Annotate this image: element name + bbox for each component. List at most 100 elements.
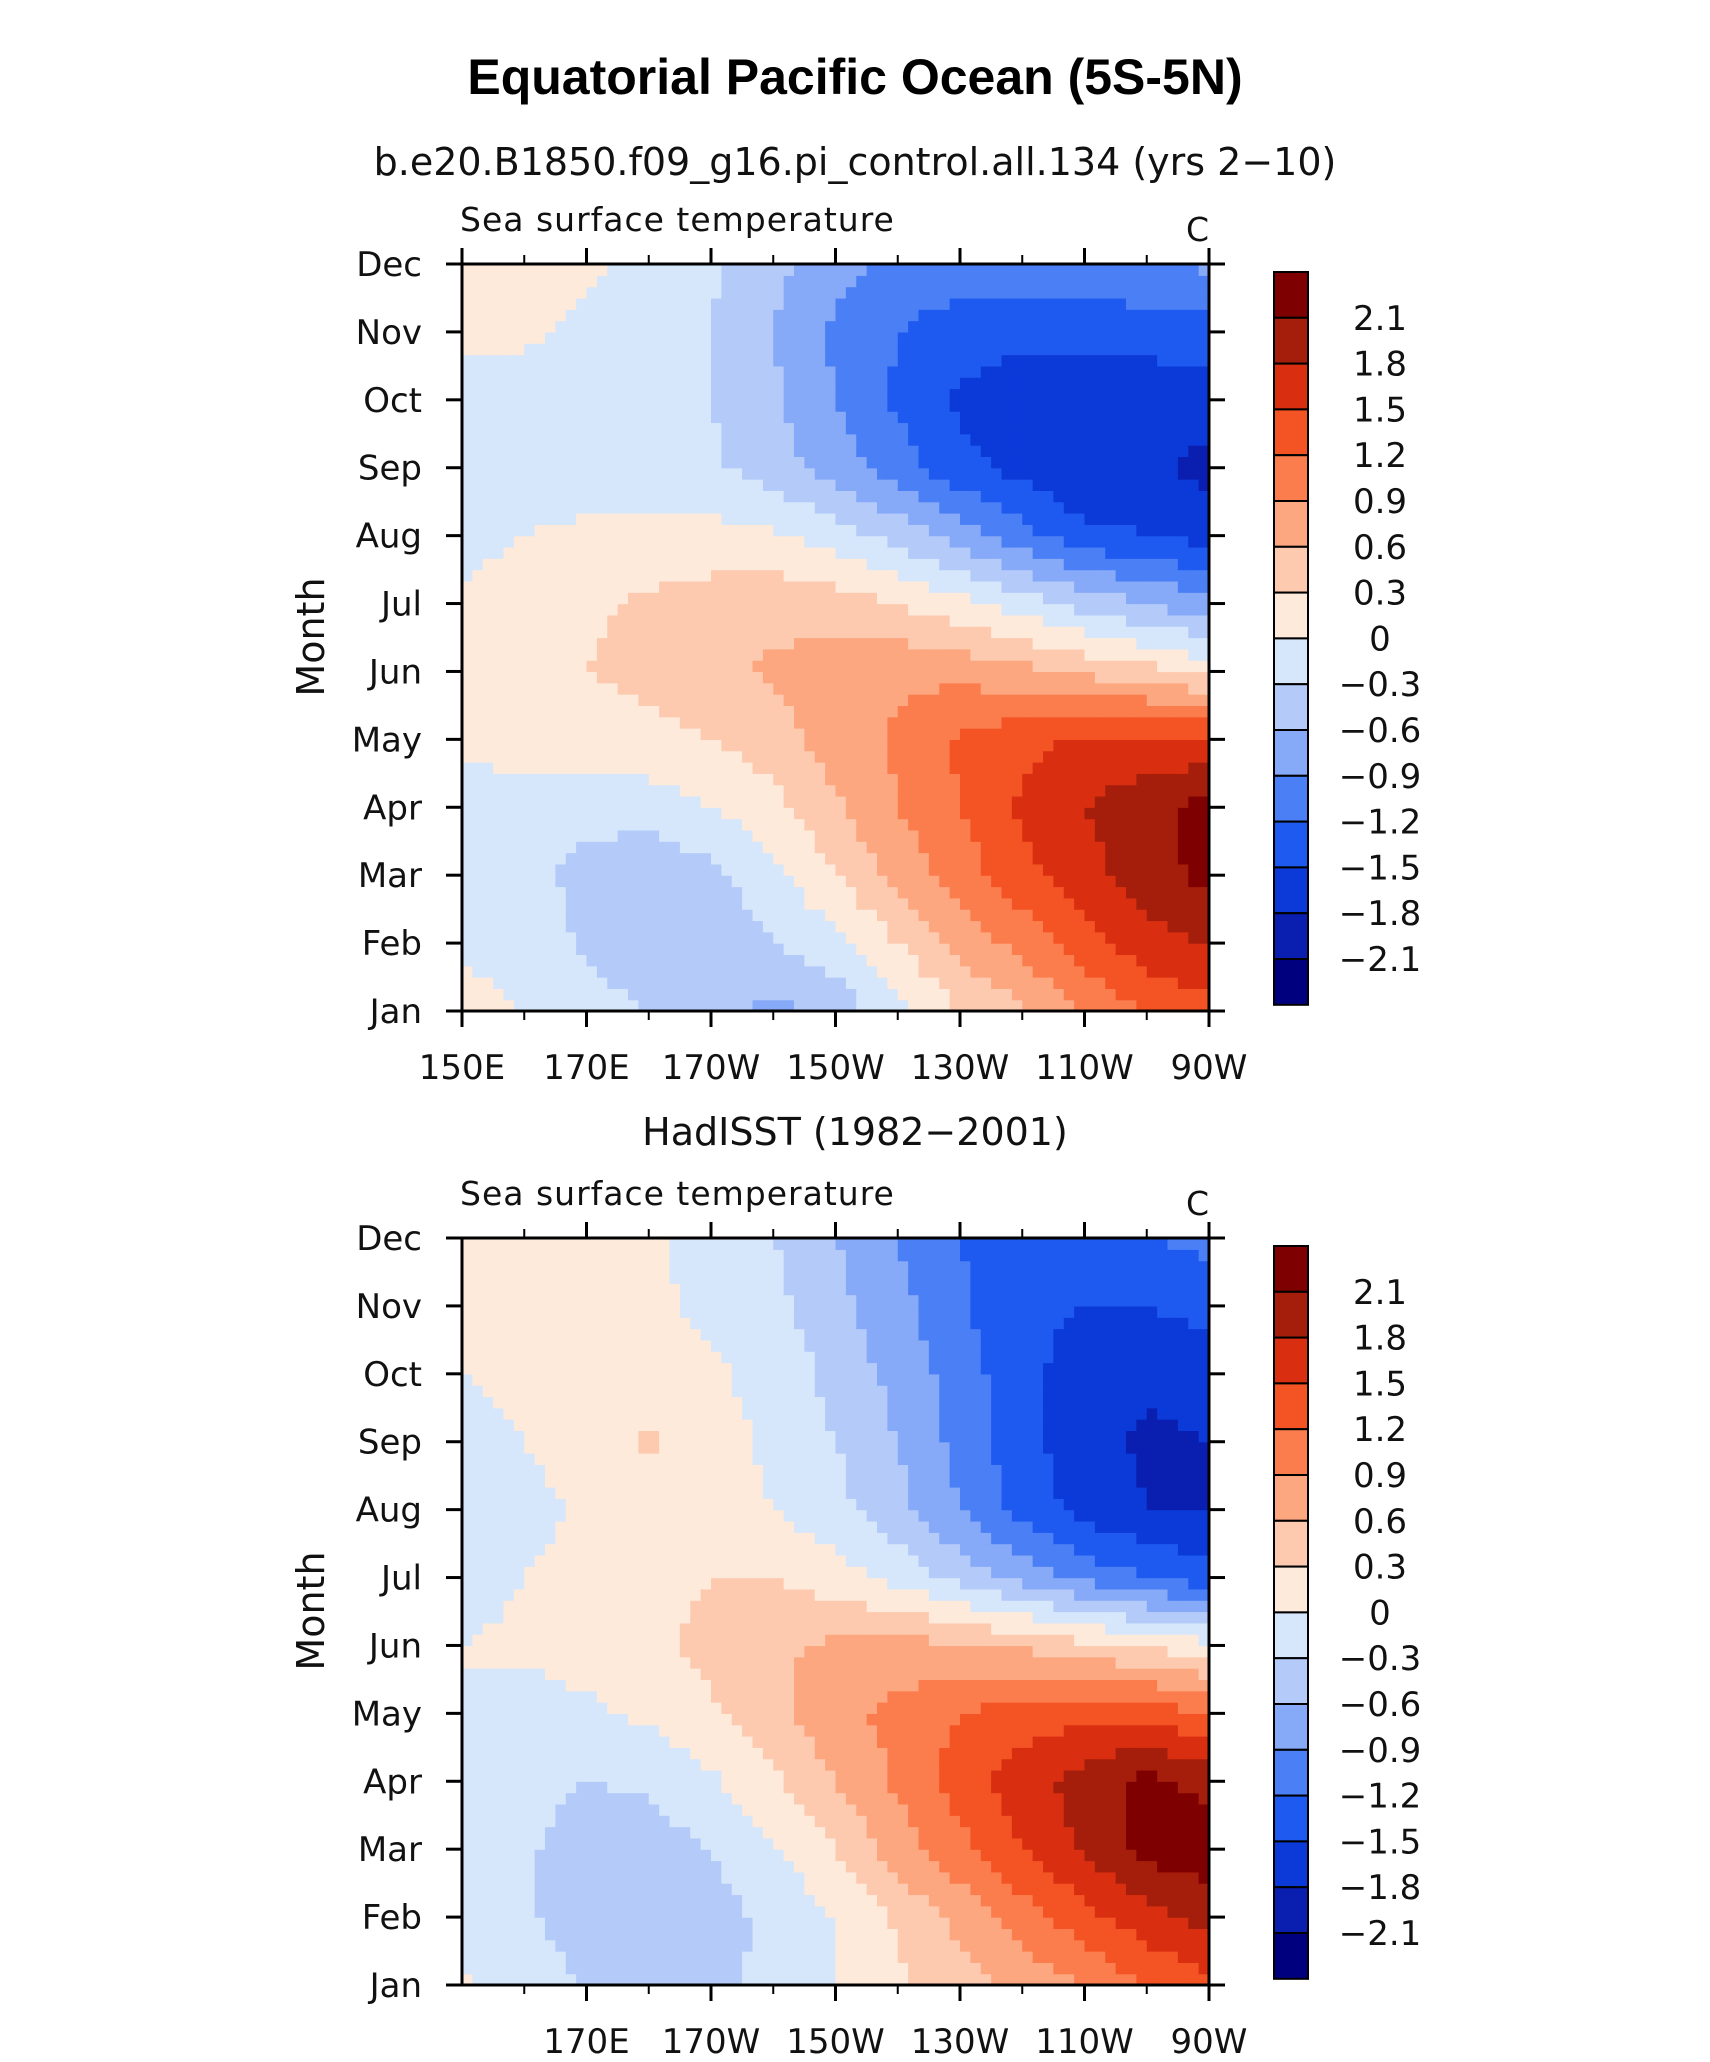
field-cell (1074, 784, 1086, 797)
field-cell (1032, 852, 1044, 865)
field-cell (1177, 354, 1189, 367)
field-cell (617, 297, 629, 310)
field-cell (1177, 1973, 1189, 1986)
field-cell (949, 648, 961, 661)
field-cell (711, 626, 722, 639)
field-cell (586, 558, 598, 571)
field-cell (742, 637, 754, 650)
field-cell (887, 399, 899, 412)
field-cell (1157, 546, 1169, 559)
field-cell (576, 422, 588, 435)
field-cell (638, 626, 650, 639)
field-cell (721, 399, 733, 412)
field-cell (1188, 569, 1200, 582)
field-cell (648, 773, 660, 786)
units-label: C (1186, 210, 1209, 249)
field-cell (513, 286, 525, 299)
field-cell (1074, 807, 1086, 820)
field-cell (1032, 456, 1044, 469)
field-cell (1177, 365, 1189, 378)
field-cell (1177, 558, 1189, 571)
field-cell (908, 331, 920, 344)
field-cell (576, 513, 588, 525)
field-cell (607, 320, 619, 333)
field-cell (565, 320, 577, 333)
field-cell (897, 852, 909, 865)
field-cell (783, 931, 795, 944)
field-cell (1053, 614, 1065, 627)
field-cell (970, 1973, 982, 1986)
field-cell (669, 467, 681, 480)
field-cell (762, 513, 774, 525)
field-cell (1011, 841, 1023, 854)
field-cell (825, 965, 837, 978)
field-cell (1022, 818, 1034, 831)
field-cell (524, 750, 536, 763)
field-cell (752, 1962, 764, 1975)
field-cell (845, 320, 857, 333)
field-cell (576, 309, 588, 322)
field-cell (462, 965, 473, 978)
field-cell (586, 818, 598, 831)
field-cell (887, 682, 899, 695)
field-cell (628, 954, 639, 967)
field-cell (721, 411, 733, 424)
field-cell (980, 569, 992, 582)
field-cell (472, 558, 484, 571)
field-cell (1074, 943, 1086, 956)
field-cell (565, 558, 577, 571)
field-cell (1146, 999, 1158, 1012)
field-cell (908, 286, 920, 299)
field-cell (752, 297, 764, 310)
field-cell (555, 988, 567, 1001)
field-cell (1074, 275, 1086, 288)
field-cell (1084, 943, 1096, 956)
field-cell (679, 580, 691, 593)
field-cell (845, 762, 857, 774)
colorbar-swatch (1273, 866, 1309, 915)
field-cell (918, 377, 930, 390)
field-cell (1167, 569, 1179, 582)
field-cell (638, 750, 650, 763)
field-cell (1063, 286, 1075, 299)
field-cell (970, 716, 982, 729)
field-cell (856, 546, 868, 559)
field-cell (607, 592, 619, 605)
field-cell (794, 648, 805, 661)
field-cell (524, 807, 536, 820)
field-cell (534, 354, 546, 367)
field-cell (856, 626, 868, 639)
field-cell (545, 365, 556, 378)
field-cell (856, 411, 868, 424)
field-cell (1198, 411, 1210, 424)
field-cell (628, 286, 639, 299)
field-cell (877, 309, 888, 322)
field-cell (711, 580, 722, 593)
field-cell (576, 501, 588, 514)
field-cell (762, 354, 774, 367)
field-cell (887, 909, 899, 922)
field-cell (887, 467, 899, 480)
field-cell (794, 365, 805, 378)
field-cell (669, 411, 681, 424)
field-cell (462, 728, 473, 740)
field-cell (866, 297, 878, 310)
field-cell (1032, 558, 1044, 571)
field-cell (493, 728, 505, 740)
field-cell (555, 399, 567, 412)
field-cell (856, 671, 868, 684)
field-cell (1043, 954, 1054, 967)
field-cell (545, 558, 556, 571)
field-cell (628, 863, 639, 876)
field-cell (1053, 750, 1065, 763)
field-cell (596, 818, 608, 831)
field-cell (1074, 399, 1086, 412)
field-cell (721, 739, 733, 752)
field-cell (1053, 603, 1065, 616)
field-cell (503, 682, 515, 695)
field-cell (1146, 739, 1158, 752)
field-cell (1198, 954, 1210, 967)
field-cell (949, 467, 961, 480)
field-cell (1136, 592, 1148, 605)
